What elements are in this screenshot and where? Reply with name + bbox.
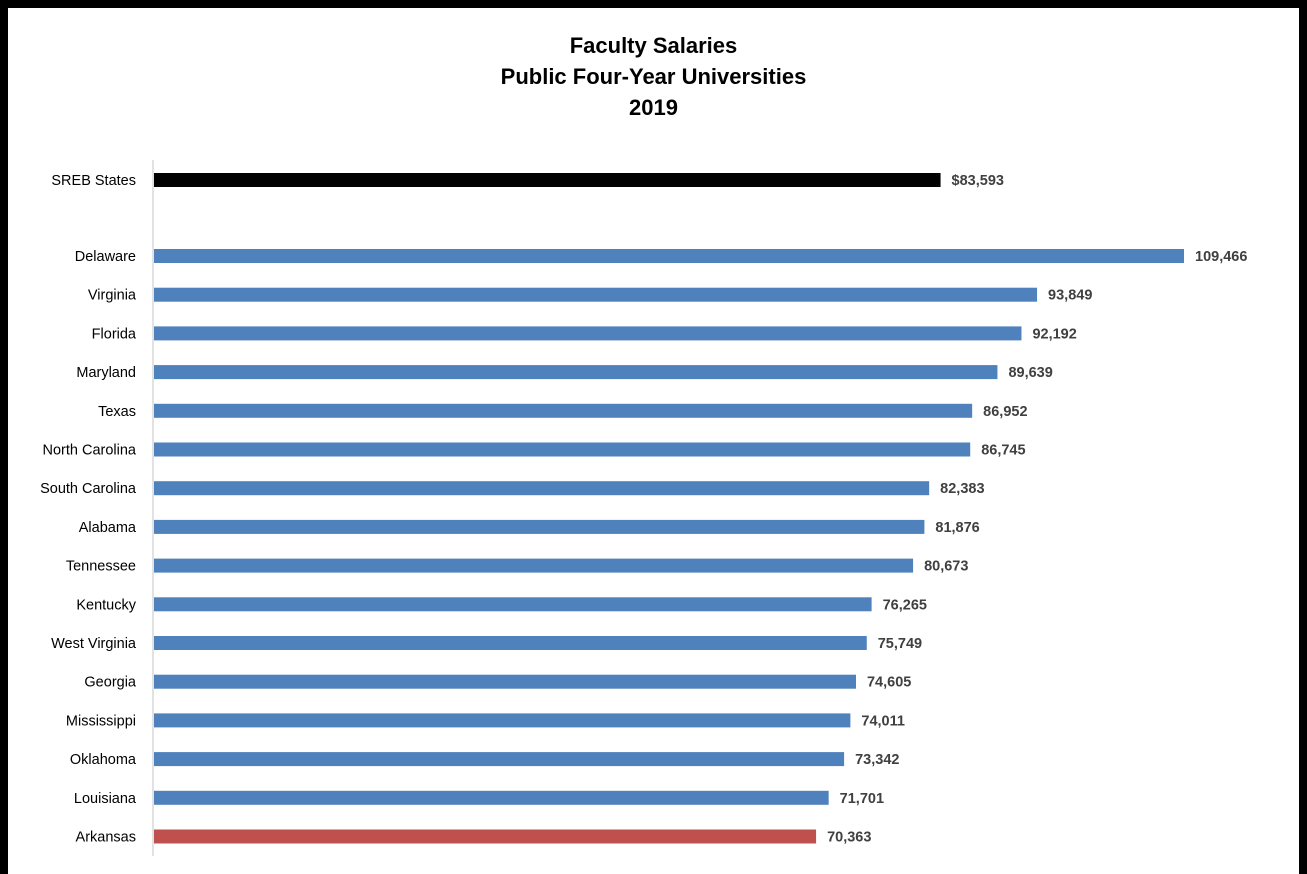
category-label-louisiana: Louisiana [74,791,137,807]
bar-oklahoma [154,752,845,767]
value-label-alabama: 81,876 [935,520,979,536]
category-label-north-carolina: North Carolina [43,443,137,459]
bar-west-virginia [154,636,867,650]
bar-delaware [154,249,1184,263]
value-label-west-virginia: 75,749 [878,636,922,652]
category-label-maryland: Maryland [76,365,136,381]
value-label-georgia: 74,605 [867,675,911,691]
value-label-oklahoma: 73,342 [855,752,899,768]
value-label-texas: 86,952 [983,404,1027,420]
chart-title: Faculty Salaries Public Four-Year Univer… [0,30,1307,123]
category-label-arkansas: Arkansas [76,830,136,846]
bar-kentucky [154,597,872,612]
bar-alabama [154,519,925,534]
value-label-tennessee: 80,673 [924,559,968,575]
value-label-delaware: 109,466 [1195,249,1247,265]
bar-maryland [154,365,998,380]
chart-title-line-1: Faculty Salaries [569,33,738,58]
value-label-kentucky: 76,265 [883,597,927,613]
category-label-delaware: Delaware [75,249,136,265]
category-label-virginia: Virginia [88,288,137,304]
category-label-sreb-states: SREB States [51,173,136,189]
bar-georgia [154,674,856,689]
bar-texas [154,403,973,418]
value-label-mississippi: 74,011 [861,713,905,729]
category-label-west-virginia: West Virginia [51,636,137,652]
value-label-virginia: 93,849 [1048,288,1092,304]
category-label-georgia: Georgia [84,675,137,691]
bar-south-carolina [154,481,930,496]
category-label-south-carolina: South Carolina [40,481,137,497]
category-label-texas: Texas [98,404,136,420]
bar-arkansas [154,829,817,844]
category-label-florida: Florida [92,326,137,342]
bar-north-carolina [154,442,971,457]
value-label-south-carolina: 82,383 [940,481,984,497]
bar-mississippi [154,713,851,728]
value-label-maryland: 89,639 [1008,365,1052,381]
chart-title-line-2: Public Four-Year Universities [500,64,807,89]
category-label-alabama: Alabama [79,520,137,536]
bar-sreb-states [154,173,941,187]
value-label-louisiana: 71,701 [840,791,884,807]
category-label-tennessee: Tennessee [66,559,136,575]
category-label-oklahoma: Oklahoma [70,752,137,768]
bar-virginia [154,287,1038,302]
bar-florida [154,326,1022,341]
bar-tennessee [154,558,914,573]
chart-title-line-3: 2019 [629,95,678,120]
bar-louisiana [154,790,829,805]
category-label-mississippi: Mississippi [66,713,136,729]
value-label-arkansas: 70,363 [827,830,871,846]
category-label-kentucky: Kentucky [76,597,136,613]
value-label-florida: 92,192 [1032,326,1076,342]
value-label-north-carolina: 86,745 [981,443,1025,459]
value-label-sreb-states: $83,593 [952,173,1004,189]
